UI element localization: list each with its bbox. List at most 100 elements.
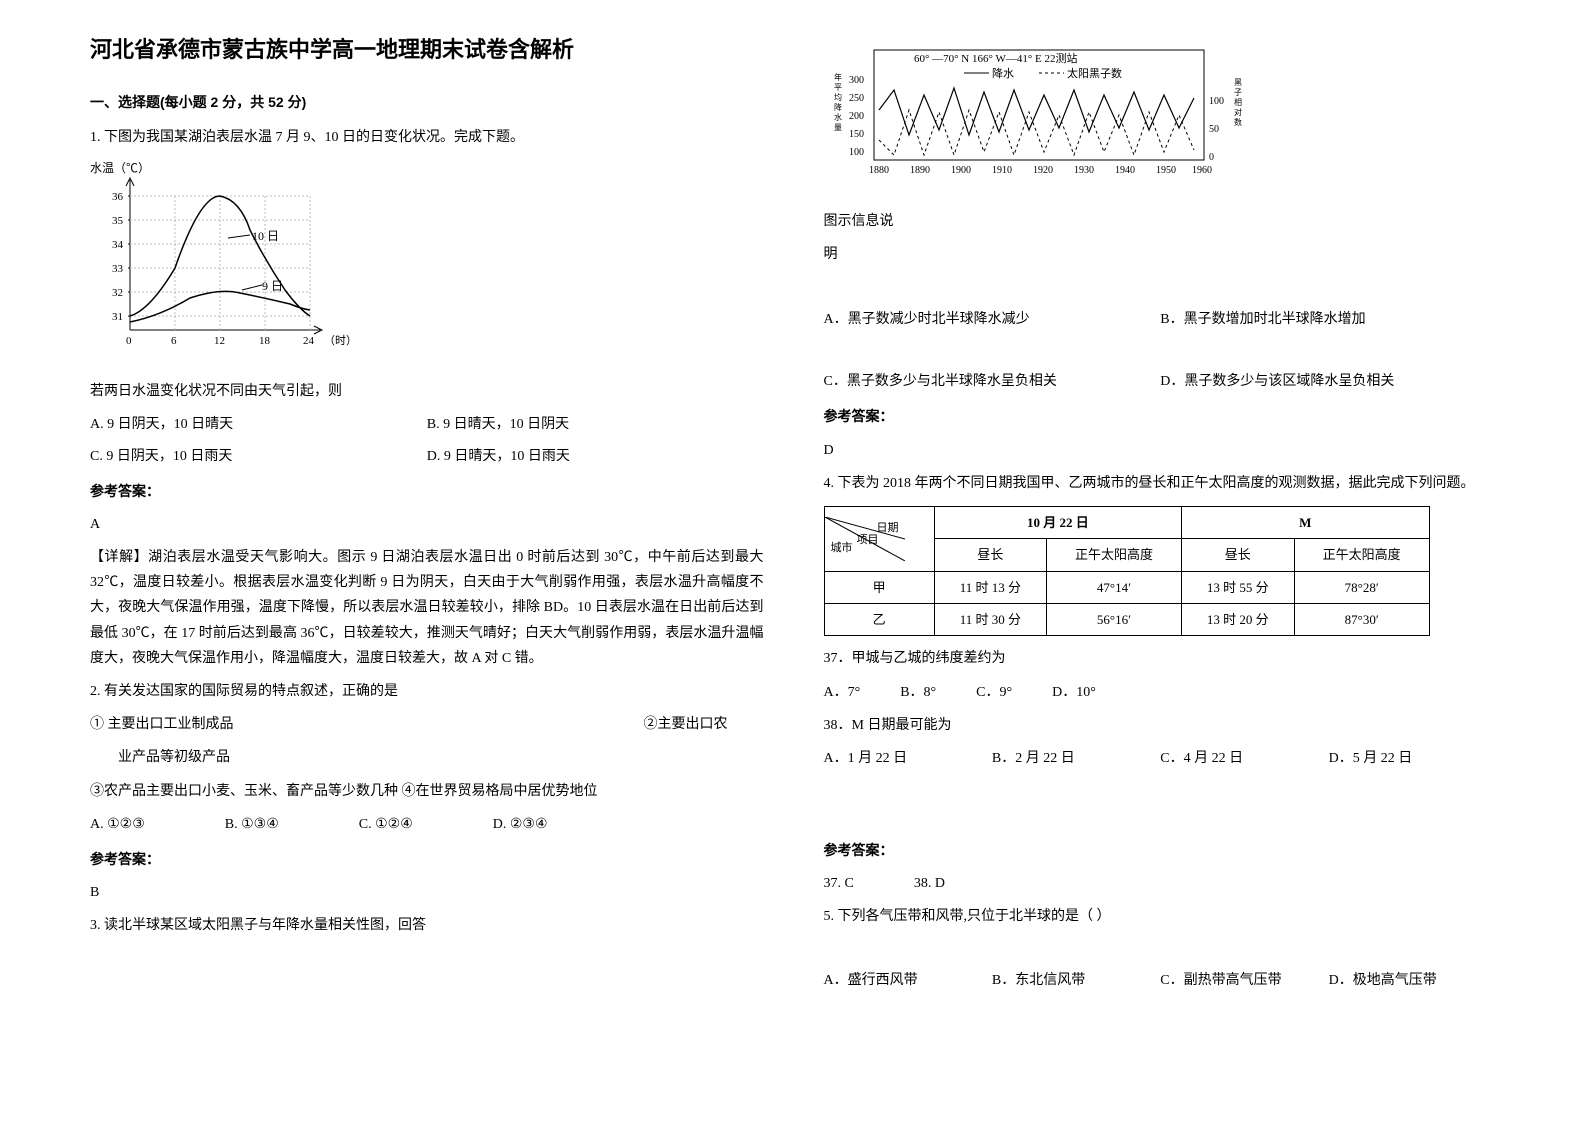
q3-lead2: 明 (824, 242, 1498, 267)
svg-text:35: 35 (112, 215, 124, 227)
q4-diag-top: 日期 (877, 519, 899, 539)
svg-text:36: 36 (112, 191, 124, 203)
q5-opt-a: A．盛行西风带 (824, 968, 992, 993)
svg-text:数: 数 (1234, 117, 1242, 127)
q3-lead: 图示信息说 (824, 209, 1498, 234)
svg-text:250: 250 (849, 93, 864, 104)
q1-chart: 水温（℃） 31 32 33 34 35 36 (90, 160, 764, 369)
q4-r1c3: 13 时 55 分 (1181, 571, 1294, 603)
q3-opts-row2: C．黑子数多少与北半球降水呈负相关 D．黑子数多少与该区域降水呈负相关 (824, 369, 1498, 394)
svg-text:150: 150 (849, 129, 864, 140)
q4-h1: 10 月 22 日 (934, 506, 1181, 538)
svg-text:1920: 1920 (1033, 165, 1053, 176)
q4-r1c1: 11 时 13 分 (934, 571, 1046, 603)
q5-stem: 5. 下列各气压带和风带,只位于北半球的是（ ） (824, 904, 1498, 929)
q4-r1c0: 甲 (824, 571, 934, 603)
q3-top-label: 60° —70° N 166° W—41° E 22测站 (914, 51, 1077, 65)
svg-text:32: 32 (112, 287, 123, 299)
q1-opt-c: C. 9 日阴天，10 日雨天 (90, 444, 427, 469)
section-heading: 一、选择题(每小题 2 分，共 52 分) (90, 90, 764, 115)
svg-text:降: 降 (834, 102, 842, 112)
q4-r1c2: 47°14′ (1046, 571, 1181, 603)
svg-text:对: 对 (1234, 107, 1242, 117)
svg-text:31: 31 (112, 311, 123, 323)
q5-opt-c: C．副热带高气压带 (1160, 968, 1328, 993)
svg-text:100: 100 (849, 147, 864, 158)
q1-opt-b: B. 9 日晴天，10 日阴天 (427, 412, 764, 437)
q4-diag-cell: 日期 项目 城市 (825, 517, 905, 561)
q3-opt-b: B．黑子数增加时北半球降水增加 (1160, 307, 1497, 332)
q4-r1c4: 78°28′ (1294, 571, 1429, 603)
svg-text:34: 34 (112, 239, 124, 251)
q4-sub37: 37．甲城与乙城的纬度差约为 (824, 646, 1498, 671)
q4-ans-pair: 37. C 38. D (824, 871, 1498, 896)
q2-ans-label: 参考答案： (90, 847, 764, 872)
q3-legend-sun: 太阳黑子数 (1067, 67, 1122, 80)
q4-diag-bot: 城市 (831, 539, 853, 559)
q4-diag-mid: 项目 (857, 531, 879, 551)
page-title: 河北省承德市蒙古族中学高一地理期末试卷含解析 (90, 30, 764, 70)
q4-r2c0: 乙 (824, 604, 934, 636)
q4-r2c4: 87°30′ (1294, 604, 1429, 636)
svg-text:1910: 1910 (992, 165, 1012, 176)
q2-s3: ③农产品主要出口小麦、玉米、畜产品等少数几种 ④在世界贸易格局中居优势地位 (90, 779, 764, 804)
q4-sub38: 38．M 日期最可能为 (824, 713, 1498, 738)
svg-text:12: 12 (214, 335, 225, 347)
q4-ans-label: 参考答案： (824, 838, 1498, 863)
q4-opt37-c: C．9° (976, 680, 1012, 705)
svg-text:9 日: 9 日 (262, 279, 283, 293)
q4-table: 日期 项目 城市 10 月 22 日 M 昼长 正午太阳高度 昼长 正午太阳高度… (824, 506, 1430, 637)
q4-opt38-a: A．1 月 22 日 (824, 746, 992, 771)
hidden-spacer: . . . . . . (824, 777, 1498, 802)
q1-opts-row2: C. 9 日阴天，10 日雨天 D. 9 日晴天，10 日雨天 (90, 444, 764, 469)
q5-opts: A．盛行西风带 B．东北信风带 C．副热带高气压带 D．极地高气压带 (824, 968, 1498, 993)
q1-stem: 1. 下图为我国某湖泊表层水温 7 月 9、10 日的日变化状况。完成下题。 (90, 125, 764, 150)
svg-text:子: 子 (1234, 88, 1242, 97)
svg-text:1950: 1950 (1156, 165, 1176, 176)
svg-text:1960: 1960 (1192, 165, 1212, 176)
q1-opt-d: D. 9 日晴天，10 日雨天 (427, 444, 764, 469)
svg-text:1940: 1940 (1115, 165, 1135, 176)
q3-opt-d: D．黑子数多少与该区域降水呈负相关 (1160, 369, 1497, 394)
q3-opt-c: C．黑子数多少与北半球降水呈负相关 (824, 369, 1161, 394)
q2-opt-c: C. ①②④ (359, 812, 413, 837)
q1-cond: 若两日水温变化状况不同由天气引起，则 (90, 379, 764, 404)
q5-opt-b: B．东北信风带 (992, 968, 1160, 993)
svg-text:24: 24 (303, 335, 315, 347)
svg-text:量: 量 (834, 123, 842, 132)
q2-s1: ① 主要出口工业制成品 (90, 712, 644, 737)
q4-opts38: A．1 月 22 日 B．2 月 22 日 C．4 月 22 日 D．5 月 2… (824, 746, 1498, 771)
svg-text:200: 200 (849, 111, 864, 122)
q2-opt-b: B. ①③④ (225, 812, 279, 837)
q2-opt-d: D. ②③④ (493, 812, 548, 837)
q4-r2c3: 13 时 20 分 (1181, 604, 1294, 636)
svg-text:1930: 1930 (1074, 165, 1094, 176)
q2-opt-a: A. ①②③ (90, 812, 145, 837)
svg-text:平: 平 (834, 83, 842, 92)
q4-h2: M (1181, 506, 1429, 538)
q2-ans: B (90, 880, 764, 905)
q4-opt37-a: A．7° (824, 680, 861, 705)
svg-text:6: 6 (171, 335, 177, 347)
q4-stem: 4. 下表为 2018 年两个不同日期我国甲、乙两城市的昼长和正午太阳高度的观测… (824, 471, 1498, 496)
q2-stmt-row1: ① 主要出口工业制成品 ②主要出口农 (90, 712, 764, 737)
q3-ylabel: 年 (834, 72, 842, 82)
q4-ans37: 37. C (824, 871, 854, 896)
q4-opt38-b: B．2 月 22 日 (992, 746, 1160, 771)
svg-text:300: 300 (849, 75, 864, 86)
left-column: 河北省承德市蒙古族中学高一地理期末试卷含解析 一、选择题(每小题 2 分，共 5… (40, 30, 794, 1092)
q1-opts-row1: A. 9 日阴天，10 日晴天 B. 9 日晴天，10 日阴天 (90, 412, 764, 437)
svg-text:0: 0 (126, 335, 132, 347)
q4-sub1: 昼长 (934, 539, 1046, 571)
svg-text:1880: 1880 (869, 165, 889, 176)
q3-ans-label: 参考答案： (824, 404, 1498, 429)
q1-chart-ylabel: 水温（℃） (90, 161, 150, 175)
q3-opts-row1: A．黑子数减少时北半球降水减少 B．黑子数增加时北半球降水增加 (824, 307, 1498, 332)
svg-text:黑: 黑 (1234, 78, 1242, 87)
q4-sub4: 正午太阳高度 (1294, 539, 1429, 571)
svg-text:水: 水 (834, 112, 842, 122)
q4-sub3: 昼长 (1181, 539, 1294, 571)
svg-text:均: 均 (834, 92, 842, 102)
svg-text:（时）: （时） (324, 334, 350, 347)
q3-chart: 60° —70° N 166° W—41° E 22测站 年 平 均 降 水 量… (824, 40, 1498, 199)
